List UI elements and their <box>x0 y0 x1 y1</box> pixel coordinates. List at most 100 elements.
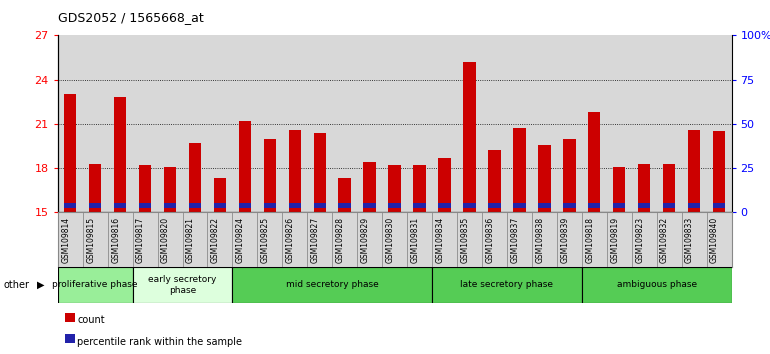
Bar <box>233 212 257 267</box>
Text: GSM109828: GSM109828 <box>336 217 345 263</box>
Bar <box>89 203 102 208</box>
Bar <box>382 212 407 267</box>
Text: GSM109835: GSM109835 <box>460 217 470 263</box>
Text: GSM109840: GSM109840 <box>710 217 719 263</box>
Bar <box>164 203 176 208</box>
Text: GSM109832: GSM109832 <box>660 217 669 263</box>
Text: GSM109838: GSM109838 <box>535 217 544 263</box>
Text: mid secretory phase: mid secretory phase <box>286 280 379 290</box>
Bar <box>283 212 307 267</box>
Bar <box>432 267 582 303</box>
Bar <box>613 167 625 212</box>
Bar <box>289 203 301 208</box>
Text: GSM109826: GSM109826 <box>286 217 295 263</box>
Bar <box>339 178 351 212</box>
Text: GSM109834: GSM109834 <box>436 217 444 263</box>
Bar <box>713 131 725 212</box>
Bar <box>189 203 201 208</box>
Bar <box>388 165 401 212</box>
Bar <box>388 203 401 208</box>
Bar <box>488 150 500 212</box>
Bar <box>464 203 476 208</box>
Bar <box>164 167 176 212</box>
Text: GSM109829: GSM109829 <box>360 217 370 263</box>
Bar <box>582 212 607 267</box>
Bar <box>58 212 82 267</box>
Bar <box>64 95 76 212</box>
Text: GSM109836: GSM109836 <box>485 217 494 263</box>
Bar <box>707 212 732 267</box>
Bar <box>464 62 476 212</box>
Bar <box>482 212 507 267</box>
Bar <box>114 97 126 212</box>
Bar <box>607 212 631 267</box>
Text: GSM109819: GSM109819 <box>610 217 619 263</box>
Text: GSM109820: GSM109820 <box>161 217 170 263</box>
Bar <box>563 139 575 212</box>
Bar <box>239 121 251 212</box>
Bar <box>158 212 182 267</box>
Bar <box>507 212 532 267</box>
Text: GSM109833: GSM109833 <box>685 217 694 263</box>
Text: GSM109814: GSM109814 <box>62 217 70 263</box>
Bar <box>663 164 675 212</box>
Bar <box>438 158 450 212</box>
Text: GSM109830: GSM109830 <box>386 217 394 263</box>
Bar <box>263 203 276 208</box>
Bar <box>307 212 332 267</box>
Text: GSM109822: GSM109822 <box>211 217 220 263</box>
Bar <box>413 165 426 212</box>
Bar <box>108 212 132 267</box>
Bar <box>438 203 450 208</box>
Bar <box>532 212 557 267</box>
Bar <box>588 203 601 208</box>
Bar <box>663 203 675 208</box>
Text: GSM109818: GSM109818 <box>585 217 594 263</box>
Bar <box>681 212 707 267</box>
Bar <box>688 203 700 208</box>
Text: other: other <box>4 280 30 290</box>
Bar <box>233 267 432 303</box>
Text: count: count <box>77 315 105 325</box>
Bar <box>638 164 651 212</box>
Bar <box>638 203 651 208</box>
Bar <box>139 165 152 212</box>
Text: late secretory phase: late secretory phase <box>460 280 554 290</box>
Bar <box>557 212 582 267</box>
Text: GSM109837: GSM109837 <box>511 217 520 263</box>
Text: proliferative phase: proliferative phase <box>52 280 138 290</box>
Bar <box>257 212 283 267</box>
Text: GSM109827: GSM109827 <box>311 217 320 263</box>
Text: GSM109815: GSM109815 <box>86 217 95 263</box>
Bar <box>688 130 700 212</box>
Bar <box>582 267 732 303</box>
Bar <box>363 203 376 208</box>
Bar <box>357 212 382 267</box>
Bar <box>631 212 657 267</box>
Text: GSM109817: GSM109817 <box>136 217 145 263</box>
Bar <box>363 162 376 212</box>
Bar <box>64 203 76 208</box>
Bar <box>89 164 102 212</box>
Bar <box>613 203 625 208</box>
Bar <box>139 203 152 208</box>
Bar <box>413 203 426 208</box>
Bar <box>339 203 351 208</box>
Bar <box>207 212 233 267</box>
Text: GSM109824: GSM109824 <box>236 217 245 263</box>
Bar <box>214 178 226 212</box>
Bar <box>82 212 108 267</box>
Bar <box>114 203 126 208</box>
Text: ambiguous phase: ambiguous phase <box>617 280 697 290</box>
Bar <box>657 212 681 267</box>
Text: GSM109816: GSM109816 <box>111 217 120 263</box>
Bar <box>713 203 725 208</box>
Text: percentile rank within the sample: percentile rank within the sample <box>77 337 242 347</box>
Text: GSM109831: GSM109831 <box>410 217 420 263</box>
Bar <box>189 143 201 212</box>
Bar <box>263 139 276 212</box>
Text: GSM109823: GSM109823 <box>635 217 644 263</box>
Bar <box>538 203 551 208</box>
Bar <box>239 203 251 208</box>
Bar <box>407 212 432 267</box>
